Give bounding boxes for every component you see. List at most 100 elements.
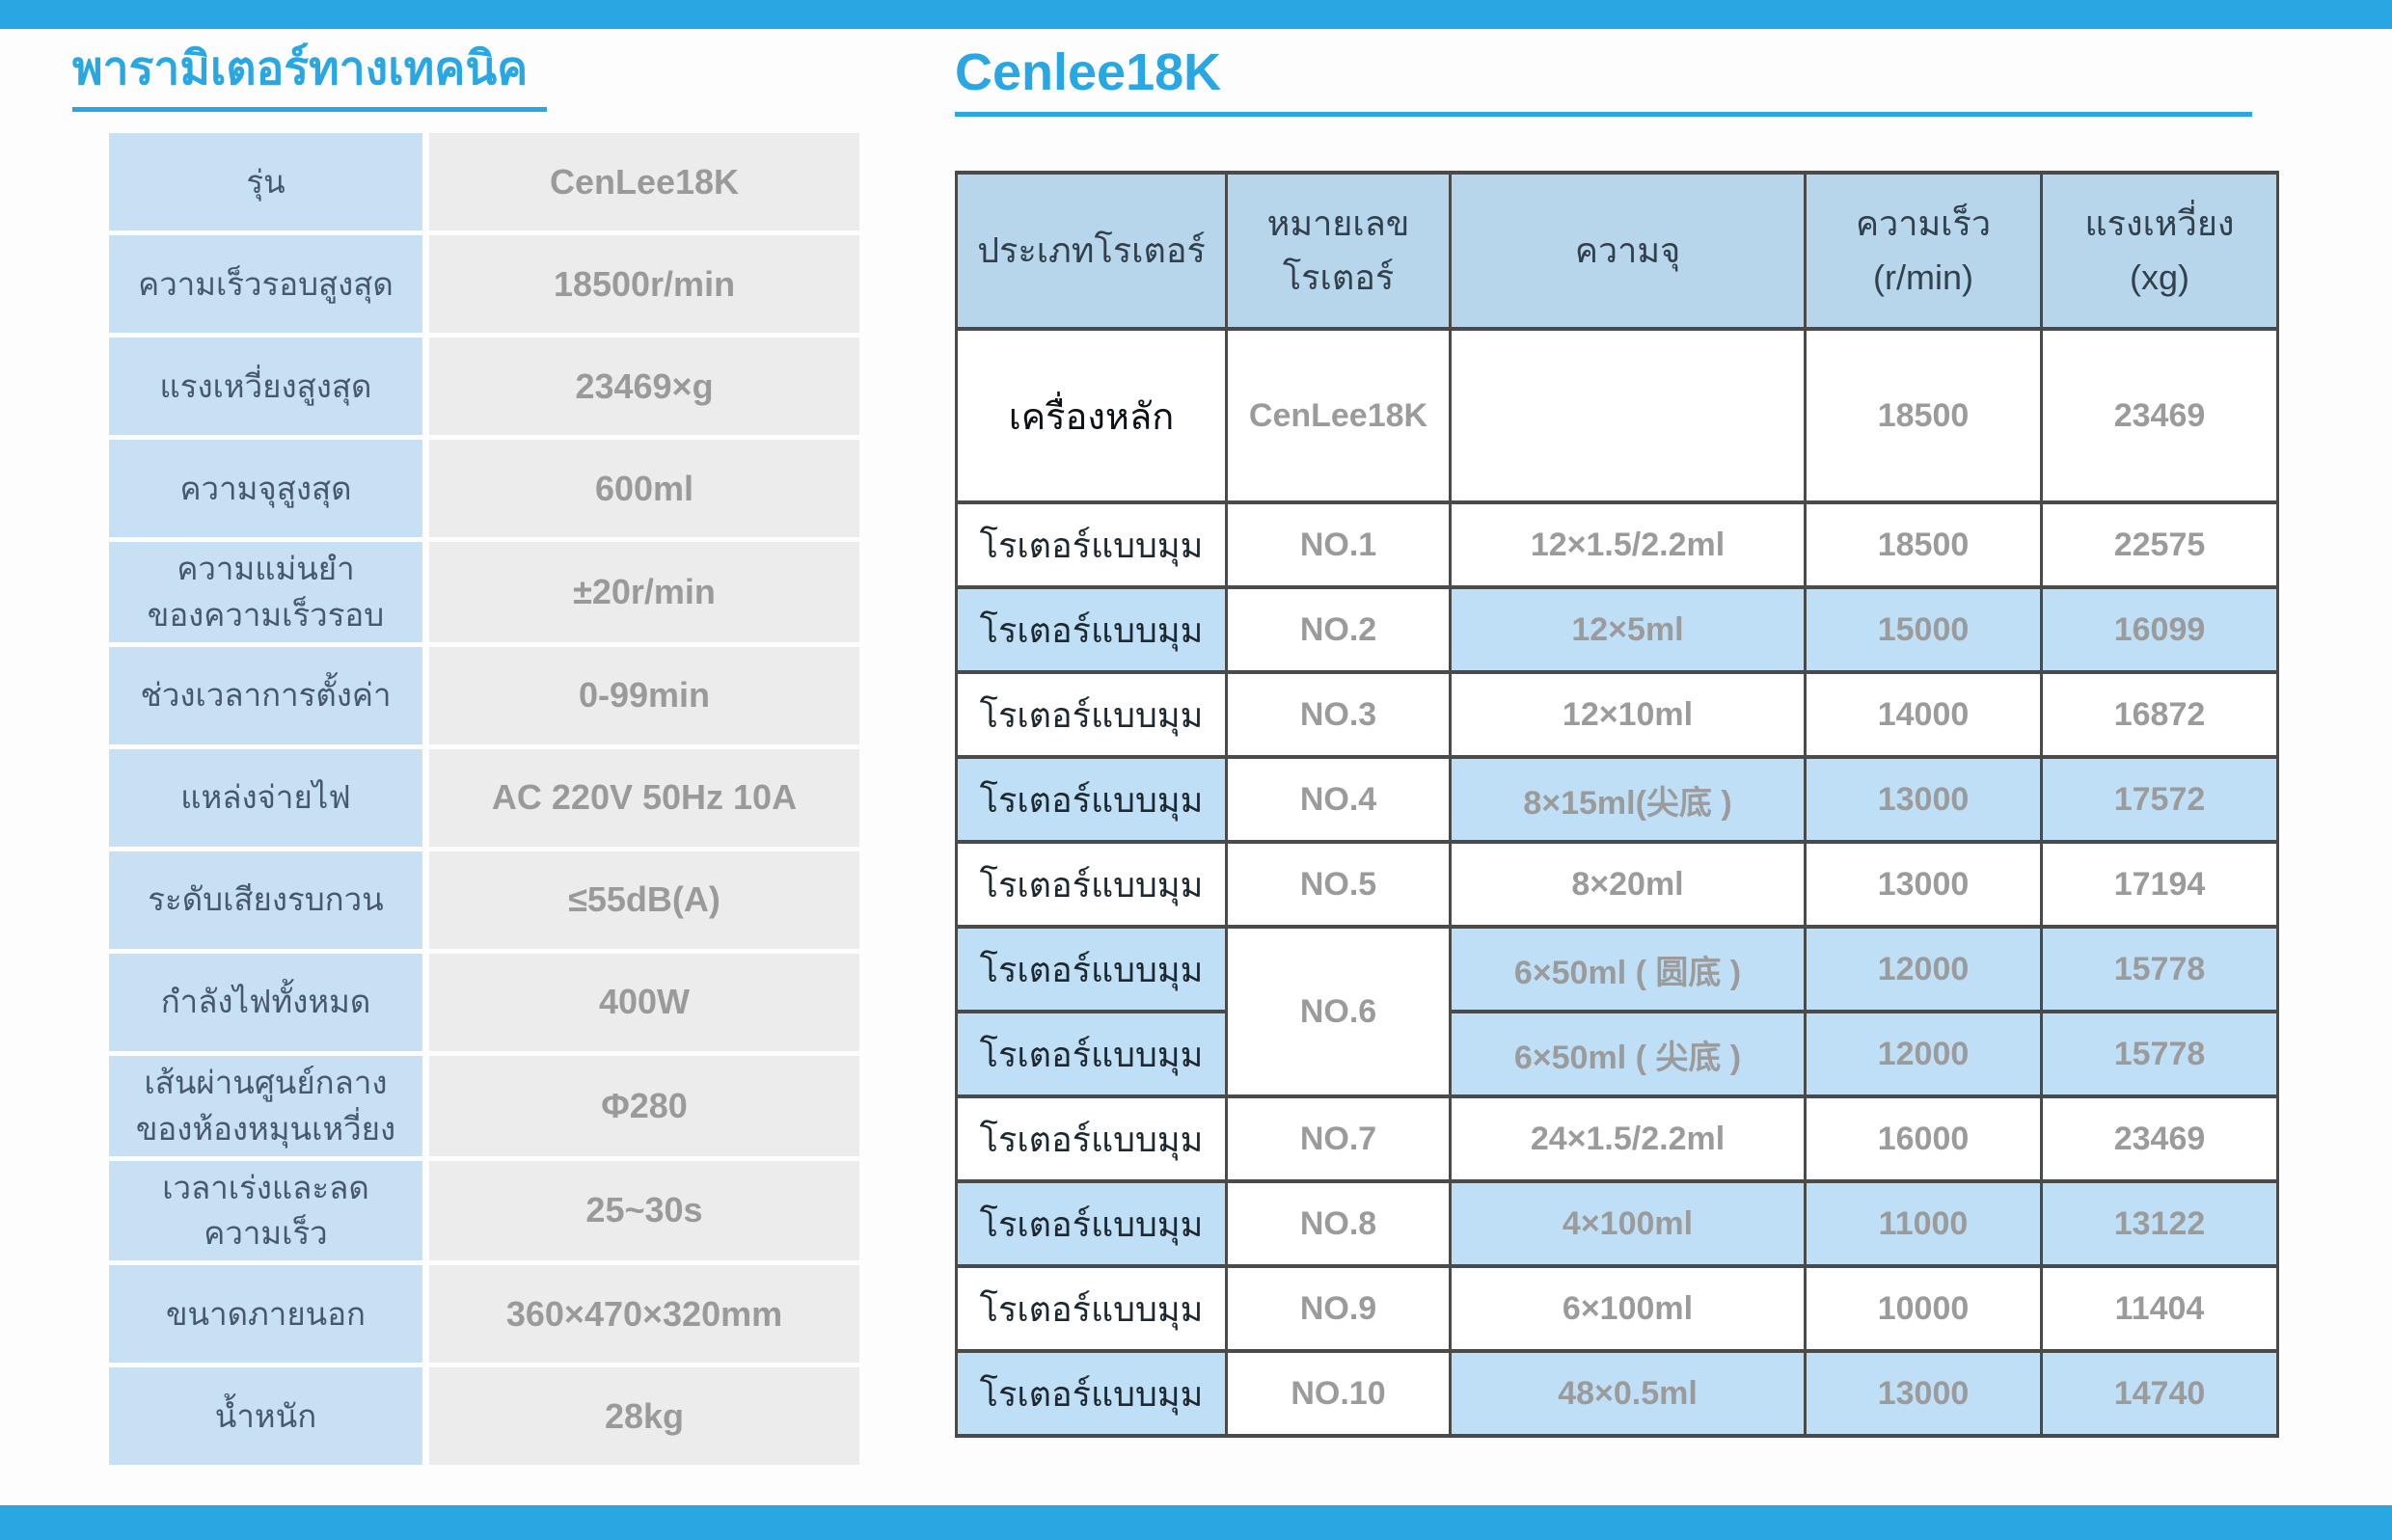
rotor-table: ประเภทโรเตอร์ หมายเลข โรเตอร์ ความจุ ความเร…	[955, 171, 2279, 1439]
spec-value: CenLee18K	[429, 133, 859, 231]
rotor-table-body: เครื่องหลัก CenLee18K 18500 23469 โรเตอร์แบบ…	[955, 327, 2279, 1439]
spec-value: 360×470×320mm	[429, 1265, 859, 1364]
force-cell: 15778	[2040, 925, 2279, 1014]
speed-cell: 12000	[1804, 925, 2043, 1014]
technical-parameters-table: รุ่น CenLee18K ความเร็วรอบสูงสุด 18500r/min…	[109, 133, 859, 1466]
force-cell: 16872	[2040, 670, 2279, 760]
spec-value: 23469×g	[429, 338, 859, 436]
spec-row: ความจุสูงสุด 600ml	[109, 440, 859, 538]
rotor-row: โรเตอร์แบบมุม NO.7 24×1.5/2.2ml 16000 23469	[955, 1094, 2279, 1184]
rotor-table-header-cell: ประเภทโรเตอร์	[955, 171, 1228, 332]
rotor-type-cell: โรเตอร์แบบมุม	[955, 1264, 1228, 1354]
spec-row: รุ่น CenLee18K	[109, 133, 859, 231]
rotor-row: โรเตอร์แบบมุม NO.2 12×5ml 15000 16099	[955, 585, 2279, 675]
rotor-number-cell: NO.6	[1225, 925, 1452, 1099]
spec-row: แหล่งจ่ายไฟ AC 220V 50Hz 10A	[109, 748, 859, 847]
spec-value: 25~30s	[429, 1160, 859, 1261]
force-cell: 17194	[2040, 840, 2279, 930]
spec-label: ความเร็วรอบสูงสุด	[109, 235, 422, 334]
rotor-row: โรเตอร์แบบมุม NO.9 6×100ml 10000 11404	[955, 1264, 2279, 1354]
capacity-cell: 48×0.5ml	[1449, 1349, 1807, 1439]
rotor-row: โรเตอร์แบบมุม NO.8 4×100ml 11000 13122	[955, 1179, 2279, 1269]
spec-label: กำลังไฟทั้งหมด	[109, 953, 422, 1051]
rotor-table-header-cell: แรงเหวี่ยง (xg)	[2040, 171, 2279, 332]
rotor-number-cell: NO.8	[1225, 1179, 1452, 1269]
spec-value: 400W	[429, 953, 859, 1051]
speed-cell: 15000	[1804, 585, 2043, 675]
rotor-type-cell: โรเตอร์แบบมุม	[955, 585, 1228, 675]
speed-cell: 18500	[1804, 327, 2043, 505]
spec-value: ≤55dB(A)	[429, 851, 859, 949]
capacity-cell: 6×50ml ( 尖底 )	[1449, 1010, 1807, 1099]
capacity-cell: 12×5ml	[1449, 585, 1807, 675]
spec-label: ความจุสูงสุด	[109, 440, 422, 538]
model-title: Cenlee18K	[955, 43, 1222, 101]
spec-row: แรงเหวี่ยงสูงสุด 23469×g	[109, 338, 859, 436]
spec-row: ความเร็วรอบสูงสุด 18500r/min	[109, 235, 859, 334]
rotor-table-header-row: ประเภทโรเตอร์ หมายเลข โรเตอร์ ความจุ ความเร…	[955, 171, 2279, 332]
capacity-cell	[1449, 327, 1807, 505]
spec-value: 600ml	[429, 440, 859, 538]
force-cell: 15778	[2040, 1010, 2279, 1099]
speed-cell: 18500	[1804, 500, 2043, 590]
rotor-table-header-cell: ความเร็ว (r/min)	[1804, 171, 2043, 332]
speed-cell: 13000	[1804, 840, 2043, 930]
rotor-number-cell: CenLee18K	[1225, 327, 1452, 505]
rotor-number-cell: NO.4	[1225, 755, 1452, 845]
top-accent-bar	[0, 0, 2392, 29]
spec-row: น้ำหนัก 28kg	[109, 1367, 859, 1466]
spec-value: ±20r/min	[429, 542, 859, 642]
rotor-row: โรเตอร์แบบมุม 6×50ml ( 尖底 ) 12000 15778	[955, 1010, 2279, 1099]
rotor-table-header-cell: หมายเลข โรเตอร์	[1225, 171, 1452, 332]
rotor-type-cell: โรเตอร์แบบมุม	[955, 755, 1228, 845]
speed-cell: 13000	[1804, 1349, 2043, 1439]
capacity-cell: 4×100ml	[1449, 1179, 1807, 1269]
spec-label: ช่วงเวลาการตั้งค่า	[109, 646, 422, 744]
rotor-number-cell: NO.2	[1225, 585, 1452, 675]
rotor-number-cell: NO.3	[1225, 670, 1452, 760]
rotor-table-header-cell: ความจุ	[1449, 171, 1807, 332]
technical-parameters-section: พารามิเตอร์ทางเทคนิค รุ่น CenLee18K ความเร…	[72, 42, 873, 1466]
capacity-cell: 24×1.5/2.2ml	[1449, 1094, 1807, 1184]
capacity-cell: 12×10ml	[1449, 670, 1807, 760]
rotor-section: Cenlee18K ประเภทโรเตอร์ หมายเลข โรเตอร์ คว…	[955, 42, 2279, 1439]
speed-cell: 14000	[1804, 670, 2043, 760]
rotor-row: โรเตอร์แบบมุม NO.1 12×1.5/2.2ml 18500 22575	[955, 500, 2279, 590]
force-cell: 11404	[2040, 1264, 2279, 1354]
spec-label: แรงเหวี่ยงสูงสุด	[109, 338, 422, 436]
spec-value: 18500r/min	[429, 235, 859, 334]
capacity-cell: 12×1.5/2.2ml	[1449, 500, 1807, 590]
force-cell: 17572	[2040, 755, 2279, 845]
capacity-cell: 8×20ml	[1449, 840, 1807, 930]
rotor-type-cell: โรเตอร์แบบมุม	[955, 670, 1228, 760]
rotor-number-cell: NO.10	[1225, 1349, 1452, 1439]
spec-label: แหล่งจ่ายไฟ	[109, 748, 422, 847]
rotor-row: โรเตอร์แบบมุม NO.4 8×15ml(尖底 ) 13000 17572	[955, 755, 2279, 845]
speed-cell: 10000	[1804, 1264, 2043, 1354]
rotor-type-cell: โรเตอร์แบบมุม	[955, 1179, 1228, 1269]
rotor-type-cell: โรเตอร์แบบมุม	[955, 840, 1228, 930]
rotor-number-cell: NO.9	[1225, 1264, 1452, 1354]
force-cell: 13122	[2040, 1179, 2279, 1269]
capacity-cell: 8×15ml(尖底 )	[1449, 755, 1807, 845]
force-cell: 23469	[2040, 1094, 2279, 1184]
force-cell: 22575	[2040, 500, 2279, 590]
rotor-type-cell: โรเตอร์แบบมุม	[955, 925, 1228, 1014]
rotor-row: โรเตอร์แบบมุม NO.5 8×20ml 13000 17194	[955, 840, 2279, 930]
spec-row: กำลังไฟทั้งหมด 400W	[109, 953, 859, 1051]
spec-row: ระดับเสียงรบกวน ≤55dB(A)	[109, 851, 859, 949]
rotor-row: โรเตอร์แบบมุม NO.10 48×0.5ml 13000 14740	[955, 1349, 2279, 1439]
rotor-number-cell: NO.5	[1225, 840, 1452, 930]
bottom-accent-bar	[0, 1505, 2392, 1540]
speed-cell: 16000	[1804, 1094, 2043, 1184]
right-title-underline	[955, 112, 2252, 118]
rotor-type-cell: เครื่องหลัก	[955, 327, 1228, 505]
spec-row: ช่วงเวลาการตั้งค่า 0-99min	[109, 646, 859, 744]
technical-parameters-title: พารามิเตอร์ทางเทคนิค	[72, 43, 529, 95]
spec-label: เวลาเร่งและลดความเร็ว	[109, 1160, 422, 1261]
force-cell: 23469	[2040, 327, 2279, 505]
rotor-type-cell: โรเตอร์แบบมุม	[955, 1094, 1228, 1184]
rotor-row: โรเตอร์แบบมุม NO.3 12×10ml 14000 16872	[955, 670, 2279, 760]
force-cell: 14740	[2040, 1349, 2279, 1439]
rotor-number-cell: NO.7	[1225, 1094, 1452, 1184]
